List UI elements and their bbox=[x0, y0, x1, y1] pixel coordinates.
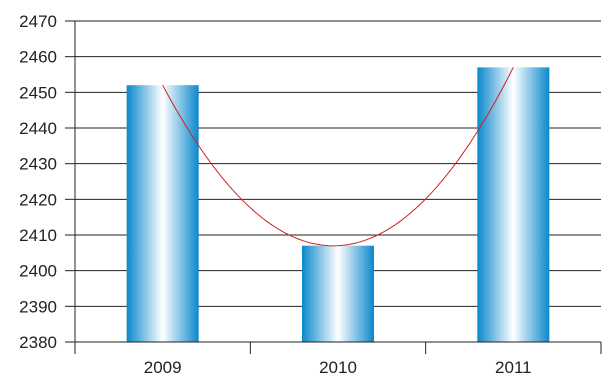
y-tick-label: 2410 bbox=[19, 226, 57, 245]
x-tick-label: 2010 bbox=[319, 358, 357, 377]
y-tick-label: 2470 bbox=[19, 12, 57, 31]
y-tick-label: 2440 bbox=[19, 119, 57, 138]
y-tick-label: 2400 bbox=[19, 262, 57, 281]
y-tick-label: 2390 bbox=[19, 297, 57, 316]
bar-2011 bbox=[477, 67, 550, 342]
y-tick-label: 2460 bbox=[19, 48, 57, 67]
y-tick-label: 2380 bbox=[19, 333, 57, 352]
y-tick-label: 2450 bbox=[19, 83, 57, 102]
y-tick-label: 2430 bbox=[19, 155, 57, 174]
y-tick-label: 2420 bbox=[19, 190, 57, 209]
tick-labels: 2380 2390 2400 2410 2420 2430 2440 2450 2460 2470… bbox=[19, 12, 531, 377]
x-tick-label: 2011 bbox=[495, 358, 532, 377]
bar-2009 bbox=[126, 85, 199, 342]
bar-2010 bbox=[302, 245, 374, 342]
trendline bbox=[162, 67, 514, 247]
axes bbox=[65, 20, 602, 354]
x-tick-label: 2009 bbox=[144, 358, 182, 377]
bars bbox=[126, 67, 550, 342]
trendline-curve bbox=[162, 67, 514, 247]
